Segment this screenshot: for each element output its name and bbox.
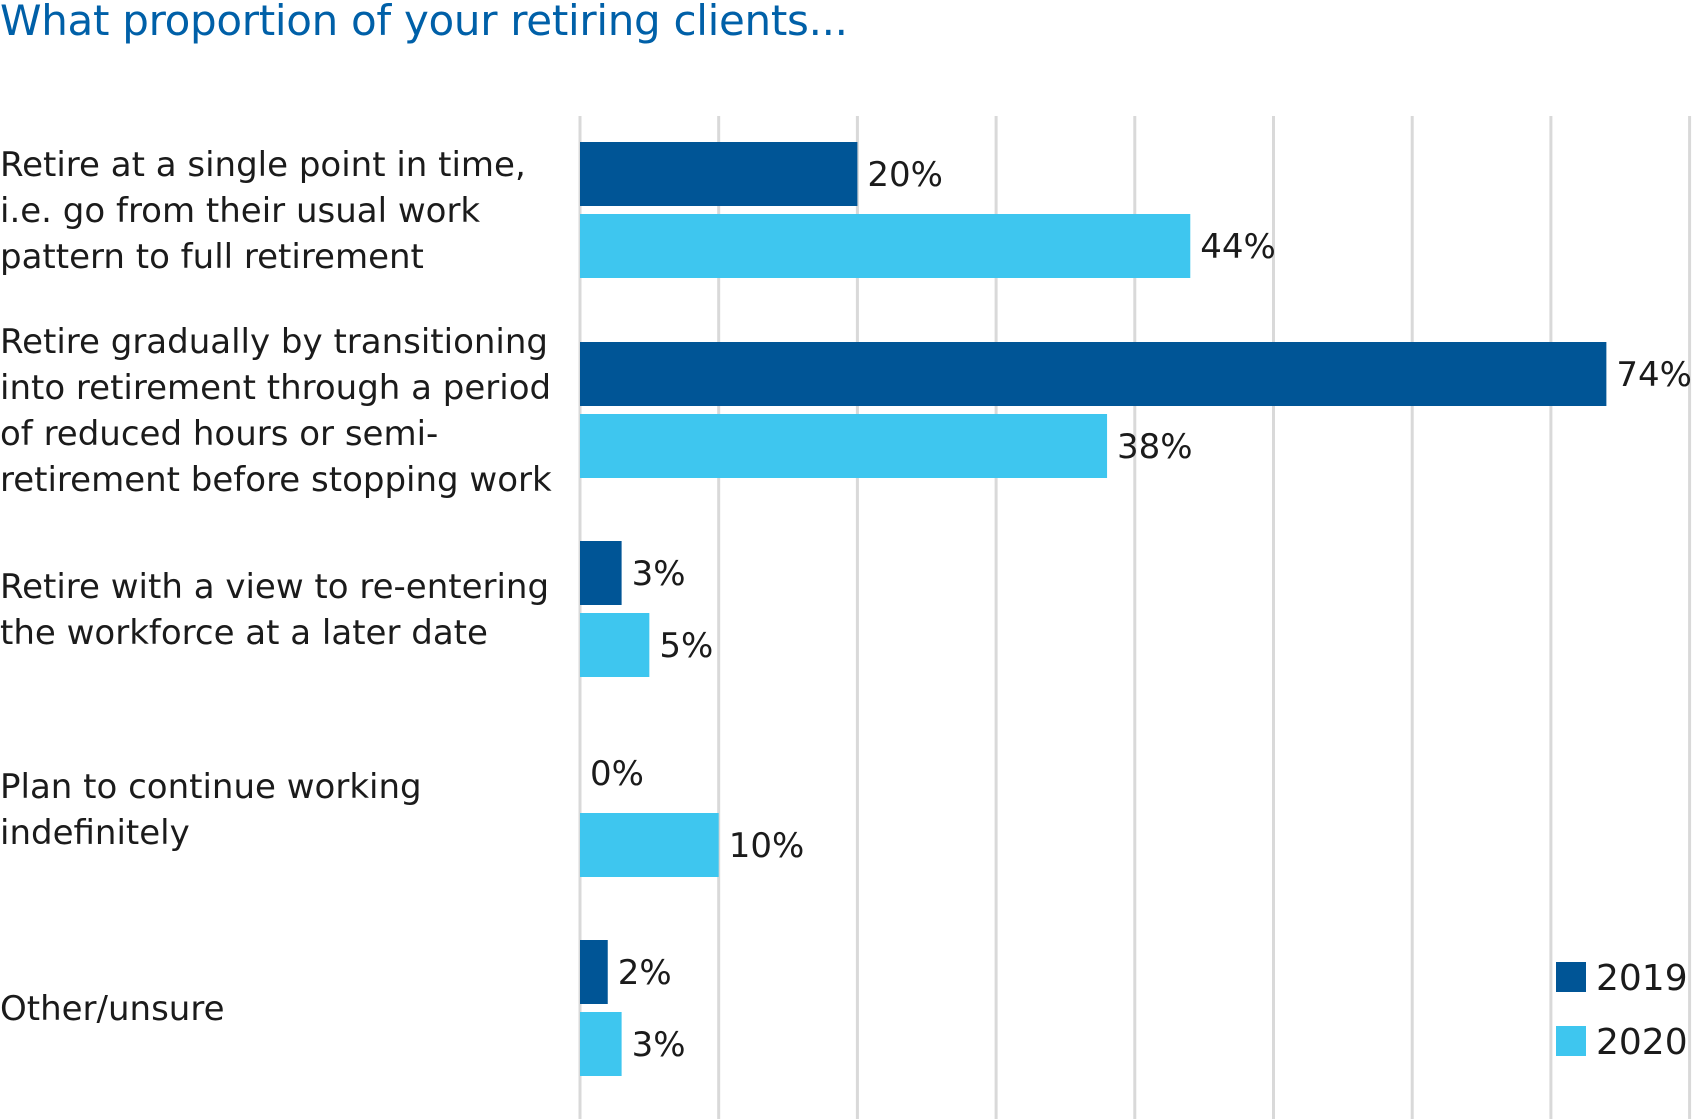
chart-title: What proportion of your retiring clients… [0, 0, 848, 45]
bar-2019-1 [580, 342, 1607, 406]
legend-swatch-2019 [1556, 962, 1586, 992]
legend: 2019 2020 [1556, 958, 1688, 1063]
value-label: 44% [1200, 227, 1276, 267]
legend-label-2019: 2019 [1596, 958, 1688, 999]
bar-2019-0 [580, 142, 858, 206]
bar-2020-2 [580, 613, 650, 677]
category-labels: Retire at a single point in time, i.e. go… [0, 145, 552, 1029]
category-label: Other/unsure [0, 989, 225, 1029]
category-label: Retire with a view to re-entering the wor… [0, 567, 549, 653]
value-label: 74% [1616, 355, 1692, 395]
value-label: 2% [618, 953, 672, 993]
category-label: Retire at a single point in time, i.e. go… [0, 145, 526, 277]
bar-2019-2 [580, 541, 622, 605]
value-label: 20% [867, 155, 943, 195]
category-label: Plan to continue working indefinitely [0, 767, 422, 853]
gridlines [578, 116, 1692, 1119]
value-label: 38% [1117, 427, 1193, 467]
bars: 20% 44% 74% 38% 3% 5% 0% 10% 2% 3% [580, 142, 1692, 1076]
value-label: 0% [590, 754, 644, 794]
bar-2020-3 [580, 813, 719, 877]
legend-swatch-2020 [1556, 1026, 1586, 1056]
category-label: Retire gradually by transitioning into re… [0, 322, 552, 500]
bar-2020-4 [580, 1012, 622, 1076]
legend-label-2020: 2020 [1596, 1022, 1688, 1063]
bar-2020-0 [580, 214, 1191, 278]
value-label: 3% [632, 554, 686, 594]
bar-2020-1 [580, 414, 1108, 478]
value-label: 3% [632, 1025, 686, 1065]
bar-2019-4 [580, 940, 608, 1004]
value-label: 10% [729, 826, 805, 866]
value-label: 5% [659, 626, 713, 666]
